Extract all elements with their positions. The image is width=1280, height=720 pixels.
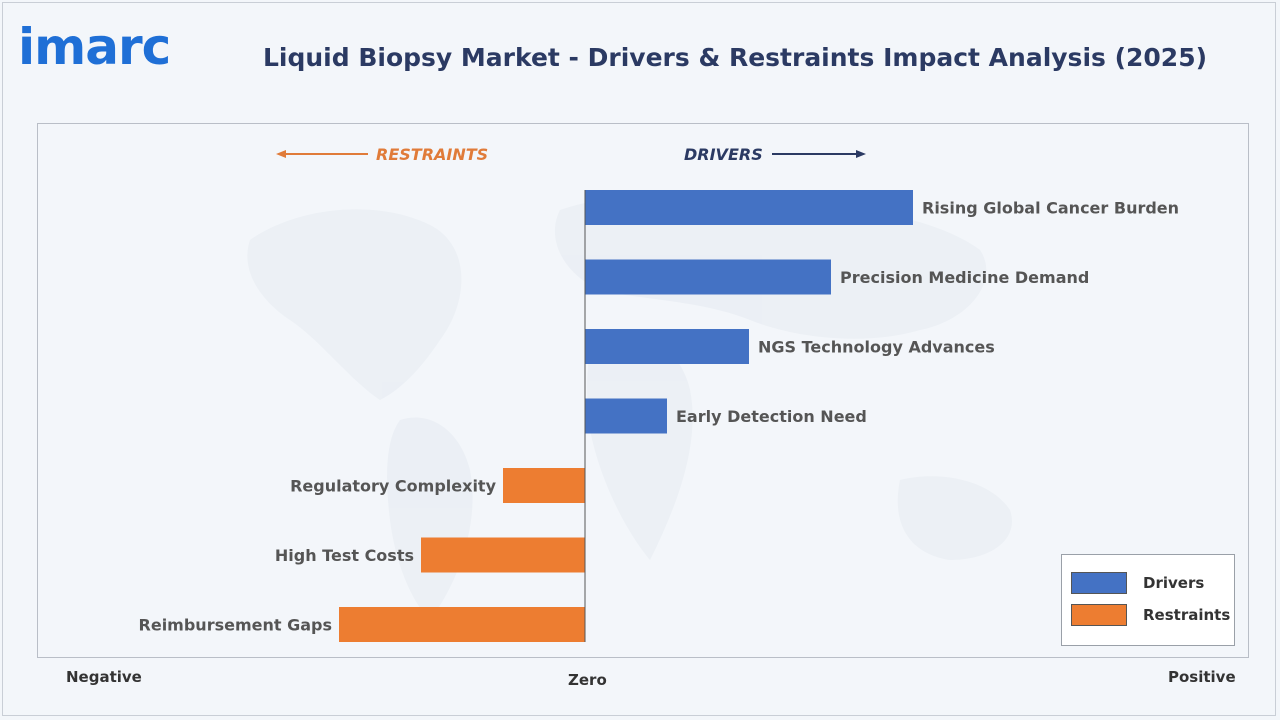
drivers-arrowhead [856, 150, 866, 158]
bar-label-5: High Test Costs [275, 546, 414, 565]
bar-drivers-3 [585, 398, 667, 434]
bar-restraints-4 [503, 468, 585, 503]
legend-label-drivers: Drivers [1143, 574, 1205, 592]
direction-labels: RESTRAINTS DRIVERS [276, 145, 866, 164]
legend-swatch-restraints [1071, 604, 1127, 626]
legend-label-restraints: Restraints [1143, 606, 1231, 624]
drivers-direction-label: DRIVERS [684, 145, 763, 164]
axis-label-negative: Negative [66, 668, 142, 686]
restraints-direction-label: RESTRAINTS [376, 145, 488, 164]
legend-item-restraints: Restraints [1071, 603, 1230, 627]
bar-drivers-2 [585, 329, 749, 364]
bar-label-1: Precision Medicine Demand [840, 268, 1089, 287]
axis-label-positive: Positive [1168, 668, 1236, 686]
imarc-logo: imarc [18, 18, 171, 76]
chart-title: Liquid Biopsy Market - Drivers & Restrai… [262, 43, 1208, 72]
bar-drivers-0 [585, 190, 913, 225]
axis-label-zero: Zero [568, 671, 607, 689]
bar-label-0: Rising Global Cancer Burden [922, 199, 1179, 218]
bar-restraints-6 [339, 607, 585, 642]
bar-restraints-5 [421, 537, 585, 573]
bar-drivers-1 [585, 259, 831, 295]
bar-label-2: NGS Technology Advances [758, 338, 995, 357]
legend-swatch-drivers [1071, 572, 1127, 594]
restraints-arrowhead [276, 150, 286, 158]
chart-legend: Drivers Restraints [1061, 554, 1235, 646]
bar-label-4: Regulatory Complexity [290, 477, 496, 496]
legend-item-drivers: Drivers [1071, 571, 1204, 595]
bar-label-6: Reimbursement Gaps [139, 616, 332, 635]
bar-label-3: Early Detection Need [676, 407, 867, 426]
